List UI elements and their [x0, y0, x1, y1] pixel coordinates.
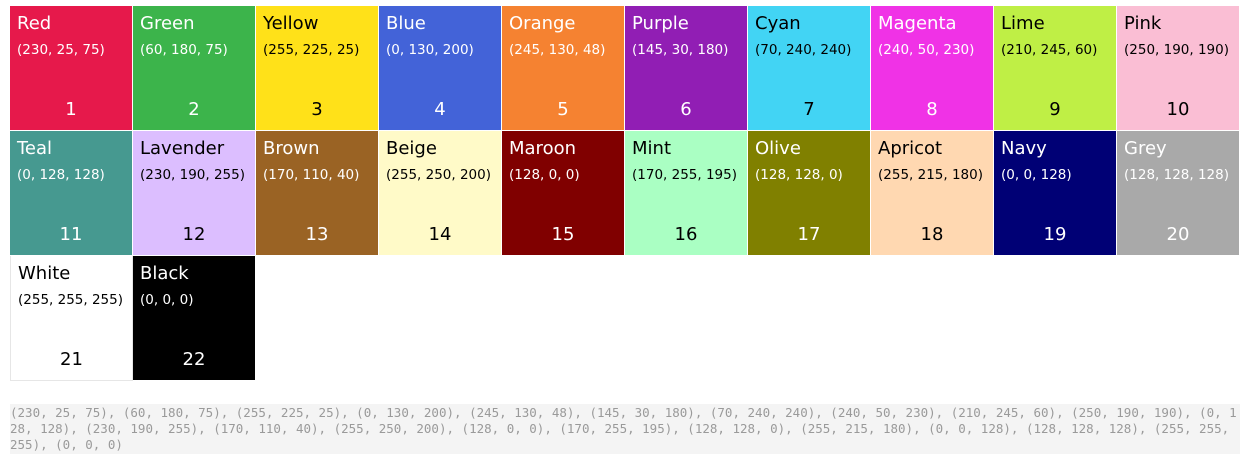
swatch-lime: Lime (210, 245, 60) 9: [994, 6, 1117, 131]
swatch-blue: Blue (0, 130, 200) 4: [379, 6, 502, 131]
swatch-number: 2: [188, 99, 200, 120]
rgb-list-text: (230, 25, 75), (60, 180, 75), (255, 225,…: [10, 405, 1237, 452]
swatch-number: 12: [182, 224, 206, 245]
swatch-pink: Pink (250, 190, 190) 10: [1117, 6, 1240, 131]
swatch-red: Red (230, 25, 75) 1: [10, 6, 133, 131]
swatch-rgb: (210, 245, 60): [1001, 42, 1098, 58]
swatch-number: 14: [428, 224, 452, 245]
swatch-rgb: (0, 130, 200): [386, 42, 474, 58]
swatch-number: 1: [65, 99, 77, 120]
swatch-name: Grey: [1124, 138, 1167, 159]
swatch-brown: Brown (170, 110, 40) 13: [256, 131, 379, 256]
swatch-name: White: [18, 263, 71, 284]
swatch-name: Magenta: [878, 13, 957, 34]
swatch-name: Black: [140, 263, 189, 284]
swatch-rgb: (170, 110, 40): [263, 167, 360, 183]
swatch-white: White (255, 255, 255) 21: [10, 256, 133, 381]
swatch-rgb: (128, 128, 0): [755, 167, 843, 183]
swatch-rgb: (145, 30, 180): [632, 42, 729, 58]
swatch-number: 21: [60, 349, 83, 370]
swatch-name: Lavender: [140, 138, 225, 159]
swatch-number: 8: [926, 99, 938, 120]
swatch-number: 13: [305, 224, 329, 245]
swatch-number: 22: [182, 349, 206, 370]
swatch-rgb: (250, 190, 190): [1124, 42, 1230, 58]
swatch-rgb: (0, 0, 128): [1001, 167, 1072, 183]
swatch-rgb: (255, 215, 180): [878, 167, 984, 183]
rgb-list-output: (230, 25, 75), (60, 180, 75), (255, 225,…: [10, 404, 1240, 454]
swatch-name: Orange: [509, 13, 576, 34]
swatch-green: Green (60, 180, 75) 2: [133, 6, 256, 131]
swatch-name: Yellow: [263, 13, 319, 34]
swatch-orange: Orange (245, 130, 48) 5: [502, 6, 625, 131]
swatch-rgb: (128, 128, 128): [1124, 167, 1230, 183]
swatch-rgb: (170, 255, 195): [632, 167, 738, 183]
swatch-name: Maroon: [509, 138, 576, 159]
swatch-name: Mint: [632, 138, 671, 159]
swatch-number: 7: [803, 99, 815, 120]
swatch-mint: Mint (170, 255, 195) 16: [625, 131, 748, 256]
swatch-name: Blue: [386, 13, 426, 34]
swatch-olive: Olive (128, 128, 0) 17: [748, 131, 871, 256]
swatch-rgb: (245, 130, 48): [509, 42, 606, 58]
swatch-number: 10: [1166, 99, 1190, 120]
swatch-number: 20: [1166, 224, 1190, 245]
swatch-rgb: (128, 0, 0): [509, 167, 580, 183]
swatch-number: 18: [920, 224, 944, 245]
swatch-name: Olive: [755, 138, 801, 159]
swatch-name: Red: [17, 13, 52, 34]
swatch-name: Teal: [17, 138, 53, 159]
swatch-name: Pink: [1124, 13, 1162, 34]
swatch-teal: Teal (0, 128, 128) 11: [10, 131, 133, 256]
swatch-name: Beige: [386, 138, 437, 159]
swatch-rgb: (230, 190, 255): [140, 167, 246, 183]
swatch-cyan: Cyan (70, 240, 240) 7: [748, 6, 871, 131]
swatch-rgb: (255, 225, 25): [263, 42, 360, 58]
swatch-name: Apricot: [878, 138, 943, 159]
swatch-number: 19: [1043, 224, 1067, 245]
swatch-number: 15: [551, 224, 575, 245]
swatch-name: Green: [140, 13, 195, 34]
swatch-number: 6: [680, 99, 692, 120]
swatch-purple: Purple (145, 30, 180) 6: [625, 6, 748, 131]
swatch-number: 3: [311, 99, 323, 120]
swatch-name: Cyan: [755, 13, 801, 34]
swatch-rgb: (255, 255, 255): [18, 292, 124, 308]
swatch-rgb: (230, 25, 75): [17, 42, 105, 58]
swatch-lavender: Lavender (230, 190, 255) 12: [133, 131, 256, 256]
swatch-rgb: (60, 180, 75): [140, 42, 228, 58]
swatch-name: Brown: [263, 138, 320, 159]
swatch-name: Purple: [632, 13, 689, 34]
swatch-number: 11: [59, 224, 83, 245]
color-swatch-grid: Red (230, 25, 75) 1 Green (60, 180, 75) 2 Yell…: [10, 6, 1240, 381]
swatch-name: Navy: [1001, 138, 1047, 159]
swatch-rgb: (0, 128, 128): [17, 167, 105, 183]
swatch-number: 16: [674, 224, 698, 245]
swatch-black: Black (0, 0, 0) 22: [133, 256, 256, 381]
swatch-number: 5: [557, 99, 569, 120]
swatch-beige: Beige (255, 250, 200) 14: [379, 131, 502, 256]
swatch-rgb: (240, 50, 230): [878, 42, 975, 58]
swatch-number: 4: [434, 99, 446, 120]
swatch-yellow: Yellow (255, 225, 25) 3: [256, 6, 379, 131]
swatch-grey: Grey (128, 128, 128) 20: [1117, 131, 1240, 256]
swatch-navy: Navy (0, 0, 128) 19: [994, 131, 1117, 256]
swatch-number: 17: [797, 224, 821, 245]
swatch-rgb: (0, 0, 0): [140, 292, 194, 308]
swatch-name: Lime: [1001, 13, 1045, 34]
swatch-maroon: Maroon (128, 0, 0) 15: [502, 131, 625, 256]
swatch-rgb: (255, 250, 200): [386, 167, 492, 183]
swatch-rgb: (70, 240, 240): [755, 42, 852, 58]
swatch-number: 9: [1049, 99, 1061, 120]
swatch-magenta: Magenta (240, 50, 230) 8: [871, 6, 994, 131]
swatch-apricot: Apricot (255, 215, 180) 18: [871, 131, 994, 256]
